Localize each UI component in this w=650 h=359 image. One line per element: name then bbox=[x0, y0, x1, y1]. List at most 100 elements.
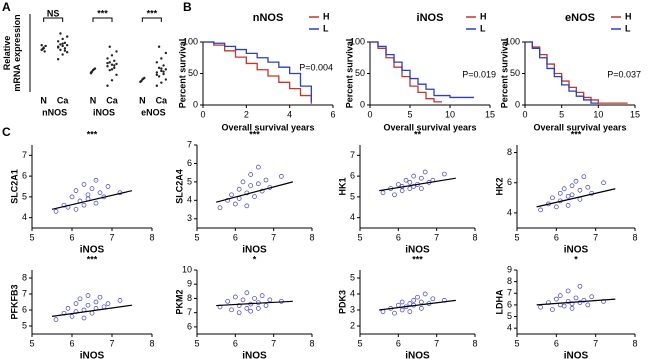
category-label: Ca bbox=[57, 95, 69, 105]
significance-label: *** bbox=[412, 254, 423, 264]
x-tick-label: 0 bbox=[367, 109, 372, 119]
x-axis-label: iNOS bbox=[242, 245, 267, 256]
data-point bbox=[395, 302, 401, 308]
x-axis-label: iNOS bbox=[405, 351, 430, 359]
data-point bbox=[232, 294, 238, 300]
data-point bbox=[89, 310, 95, 316]
data-point bbox=[81, 182, 87, 187]
y-tick-label: 50 bbox=[355, 68, 365, 78]
data-point bbox=[577, 187, 583, 193]
trend-line bbox=[379, 177, 456, 192]
data-point bbox=[101, 304, 107, 310]
significance-label: * bbox=[253, 254, 257, 264]
data-point bbox=[155, 84, 159, 87]
data-point bbox=[61, 53, 64, 56]
data-point bbox=[108, 45, 111, 48]
legend-label: L bbox=[625, 23, 631, 33]
data-point bbox=[550, 307, 555, 312]
y-tick-label: 50 bbox=[510, 68, 520, 78]
y-tick-label: 5 bbox=[350, 191, 355, 201]
trend-line bbox=[51, 304, 133, 317]
category-label: N bbox=[40, 95, 47, 105]
data-point bbox=[411, 173, 417, 179]
x-tick-label: 6 bbox=[233, 232, 238, 242]
y-tick-label: 6 bbox=[507, 299, 512, 309]
data-point bbox=[255, 181, 261, 187]
legend-label: L bbox=[323, 23, 329, 33]
data-point bbox=[259, 293, 265, 298]
data-point bbox=[97, 190, 103, 196]
data-point bbox=[573, 178, 579, 184]
data-point bbox=[115, 62, 118, 66]
data-point bbox=[69, 194, 75, 200]
y-tick-label: 5 bbox=[507, 311, 512, 321]
significance-label: *** bbox=[97, 8, 108, 18]
x-tick-label: 6 bbox=[396, 338, 401, 348]
data-point bbox=[236, 310, 242, 316]
y-tick-label: 4 bbox=[350, 212, 355, 222]
trend-line bbox=[536, 298, 616, 306]
legend-label: L bbox=[480, 23, 486, 33]
x-tick-label: 6 bbox=[69, 338, 74, 348]
data-point bbox=[248, 183, 254, 188]
data-point bbox=[585, 184, 591, 190]
x-tick-label: 5 bbox=[559, 109, 564, 119]
data-point bbox=[550, 195, 555, 201]
data-point bbox=[244, 203, 250, 209]
y-tick-label: 5 bbox=[187, 176, 192, 186]
data-point bbox=[217, 205, 223, 211]
data-point bbox=[108, 68, 111, 72]
data-point bbox=[569, 306, 575, 311]
y-tick-label: 4 bbox=[22, 212, 27, 222]
p-value: P=0.004 bbox=[299, 62, 333, 72]
data-point bbox=[73, 206, 79, 212]
survival-curve bbox=[370, 41, 474, 99]
data-point bbox=[581, 174, 587, 180]
x-axis-label: Overall survival years bbox=[383, 122, 476, 132]
x-axis-label: iNOS bbox=[80, 245, 105, 256]
data-point bbox=[65, 35, 69, 38]
x-tick-label: 6 bbox=[554, 232, 559, 242]
x-axis-label: iNOS bbox=[564, 351, 589, 359]
data-point bbox=[418, 306, 424, 311]
legend-label: H bbox=[625, 11, 632, 21]
y-tick-label: 8 bbox=[22, 272, 27, 282]
y-tick-label: 0 bbox=[193, 99, 198, 109]
y-axis-label: SLC2A4 bbox=[174, 169, 184, 204]
y-tick-label: 7 bbox=[187, 307, 192, 317]
data-point bbox=[263, 177, 269, 183]
category-label: Ca bbox=[106, 95, 118, 105]
significance-bracket bbox=[141, 17, 162, 22]
y-axis-label: Percent survival bbox=[499, 39, 509, 109]
y-tick-label: 7 bbox=[350, 150, 355, 160]
data-point bbox=[569, 183, 575, 189]
x-tick-label: 7 bbox=[434, 338, 439, 348]
data-point bbox=[538, 207, 543, 213]
data-point bbox=[61, 202, 67, 208]
y-tick-label: 6 bbox=[350, 171, 355, 181]
x-axis-label: iNOS bbox=[405, 245, 430, 256]
data-point bbox=[255, 306, 261, 311]
data-point bbox=[392, 192, 397, 198]
data-point bbox=[97, 294, 103, 300]
x-tick-label: 7 bbox=[593, 232, 598, 242]
data-point bbox=[418, 175, 424, 181]
significance-label: NS bbox=[47, 8, 60, 18]
data-point bbox=[85, 293, 91, 298]
data-point bbox=[142, 77, 145, 80]
x-tick-label: 5 bbox=[29, 338, 34, 348]
data-point bbox=[110, 54, 114, 57]
trend-line bbox=[216, 300, 293, 307]
y-tick-label: 7 bbox=[187, 139, 192, 149]
data-point bbox=[399, 307, 405, 313]
significance-label: *** bbox=[249, 129, 260, 139]
x-tick-label: 0 bbox=[522, 109, 527, 119]
y-tick-label: 3 bbox=[350, 304, 355, 314]
y-tick-label: 7 bbox=[22, 288, 27, 298]
y-tick-label: 6 bbox=[187, 158, 192, 168]
data-point bbox=[81, 202, 87, 208]
y-tick-label: 9 bbox=[187, 279, 192, 289]
data-point bbox=[40, 44, 43, 47]
data-point bbox=[248, 172, 254, 177]
